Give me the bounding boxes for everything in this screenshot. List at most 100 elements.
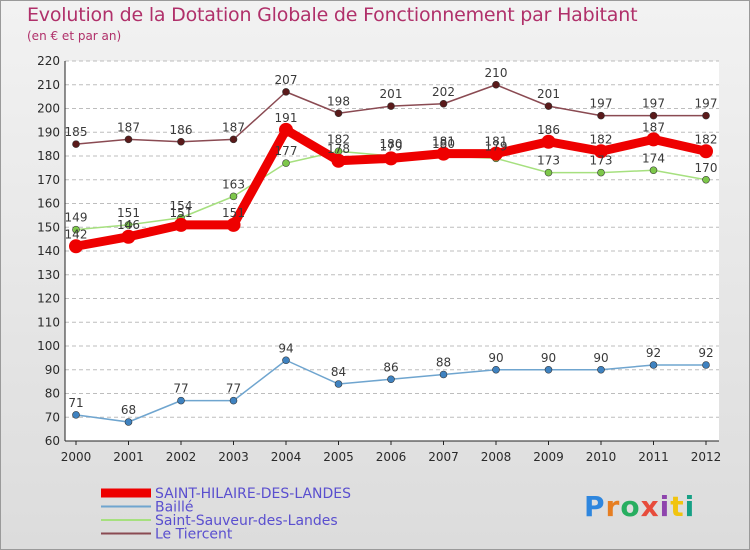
data-label: 90 [488, 351, 503, 365]
data-label: 202 [432, 85, 455, 99]
data-point [331, 153, 346, 168]
chart-subtitle: (en € et par an) [27, 29, 122, 43]
data-label: 84 [331, 365, 346, 379]
y-tick-label: 70 [45, 410, 60, 424]
data-label: 197 [695, 97, 718, 111]
data-point [597, 111, 605, 120]
data-label: 77 [226, 382, 241, 396]
data-point [544, 102, 553, 110]
data-point [489, 146, 503, 161]
data-label: 197 [642, 97, 665, 111]
data-point [492, 365, 500, 374]
data-label: 170 [695, 161, 718, 175]
data-label: 68 [121, 403, 136, 417]
logo-letter: i [684, 490, 696, 523]
data-label: 207 [275, 73, 298, 87]
data-label: 88 [436, 356, 451, 370]
data-point [384, 151, 398, 166]
data-label: 191 [275, 111, 298, 125]
legend-label: SAINT-HILAIRE-DES-LANDES [155, 486, 351, 502]
data-label: 201 [537, 87, 560, 101]
data-label: 71 [68, 396, 83, 410]
logo-letter: t [670, 490, 685, 523]
data-point [387, 375, 395, 384]
data-point [492, 80, 500, 89]
x-tick-label: 2009 [533, 450, 564, 464]
legend-label: Saint-Sauveur-des-Landes [155, 513, 338, 529]
legend-label: Le Tiercent [155, 527, 233, 543]
data-label: 197 [590, 97, 613, 111]
data-point [702, 361, 710, 369]
data-series [69, 80, 713, 426]
data-point [702, 175, 710, 184]
y-tick-label: 220 [37, 54, 60, 68]
data-label: 187 [222, 120, 245, 134]
logo-letter: x [640, 490, 660, 523]
data-point [124, 135, 133, 144]
data-point [226, 217, 241, 232]
x-tick-label: 2010 [586, 450, 617, 464]
data-label: 181 [432, 135, 455, 149]
data-label: 92 [646, 346, 661, 360]
data-label: 173 [590, 154, 613, 168]
data-label: 185 [65, 125, 88, 139]
data-label: 163 [222, 177, 245, 191]
data-point [387, 102, 395, 110]
data-label: 92 [698, 346, 713, 360]
data-label: 90 [593, 351, 608, 365]
data-point [72, 225, 80, 234]
data-point [174, 217, 188, 232]
data-point [279, 122, 293, 137]
x-tick-label: 2003 [218, 450, 249, 464]
y-tick-label: 200 [37, 102, 60, 116]
data-label: 151 [117, 206, 140, 220]
data-point [649, 166, 658, 175]
data-label: 187 [642, 120, 665, 134]
data-label: 173 [537, 154, 560, 168]
y-tick-label: 170 [37, 173, 60, 187]
x-tick-label: 2001 [113, 450, 144, 464]
logo-letter: i [659, 490, 671, 523]
data-label: 182 [327, 132, 350, 146]
x-tick-label: 2007 [428, 450, 459, 464]
data-point [282, 88, 290, 96]
data-label: 187 [117, 120, 140, 134]
legend-label: Baillé [155, 500, 193, 516]
y-tick-label: 120 [37, 292, 60, 306]
x-tick-label: 2008 [481, 450, 512, 464]
x-tick-label: 2012 [691, 450, 722, 464]
data-label: 146 [117, 218, 140, 232]
y-tick-label: 80 [45, 387, 60, 401]
y-tick-label: 160 [37, 197, 60, 211]
data-point [229, 192, 238, 201]
data-label: 182 [695, 132, 718, 146]
data-label: 198 [327, 94, 350, 108]
data-label: 151 [222, 206, 245, 220]
x-tick-label: 2000 [61, 450, 92, 464]
data-point [544, 168, 553, 177]
y-tick-label: 140 [37, 244, 60, 258]
data-point [649, 111, 658, 120]
y-tick-label: 90 [45, 363, 60, 377]
proxiti-logo: Proxiti [584, 490, 695, 523]
data-point [334, 109, 343, 118]
series-3 [72, 80, 710, 148]
data-point [541, 134, 556, 149]
data-label: 210 [485, 66, 508, 80]
axes: 60 70 80 90 100 110 120 130 140 150 160 170 180 190 20… [37, 54, 721, 464]
legend: SAINT-HILAIRE-DES-LANDESBailléSaint-Sauv… [101, 486, 351, 543]
data-point [646, 132, 661, 147]
data-label: 179 [485, 139, 508, 153]
grid-lines [65, 60, 719, 442]
data-point [594, 144, 608, 159]
data-label: 180 [432, 137, 455, 151]
data-point [124, 221, 133, 229]
data-point [544, 365, 553, 374]
y-tick-label: 60 [45, 434, 60, 448]
data-point [334, 380, 343, 388]
data-label: 94 [278, 341, 293, 355]
x-tick-label: 2004 [271, 450, 302, 464]
